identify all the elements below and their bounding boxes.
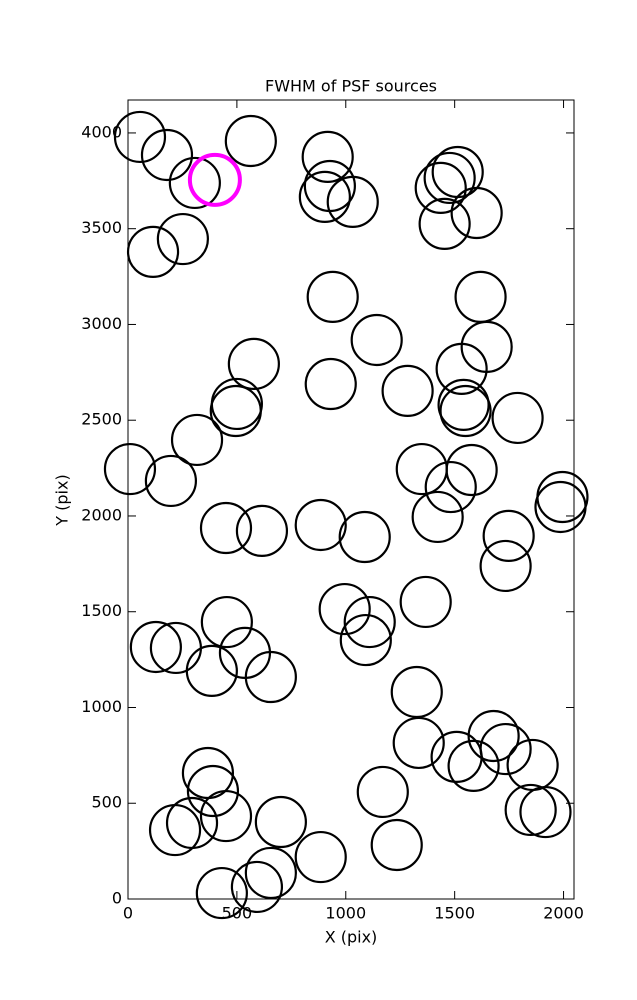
source-circle — [254, 795, 307, 849]
source-circle — [343, 595, 396, 649]
y-tick-label: 4000 — [81, 122, 122, 141]
source-circle — [482, 509, 535, 562]
y-tick-label: 3000 — [81, 314, 122, 333]
source-circle — [301, 130, 354, 183]
source-circle — [423, 151, 476, 205]
source-circle — [424, 460, 477, 514]
source-circle — [199, 501, 253, 555]
x-tick-label: 1000 — [325, 904, 366, 923]
x-tick-label: 2000 — [543, 904, 584, 923]
source-circle — [418, 197, 471, 251]
source-circle — [339, 613, 392, 667]
y-tick-label: 500 — [91, 793, 122, 812]
source-circle — [439, 384, 492, 438]
source-circle — [381, 364, 434, 418]
source-circle — [195, 866, 248, 920]
source-circle — [294, 830, 347, 884]
source-circle — [479, 722, 532, 776]
x-tick-label: 1500 — [434, 904, 475, 923]
source-circle — [170, 413, 224, 467]
y-tick-label: 2000 — [81, 505, 122, 524]
source-circle — [113, 110, 167, 164]
source-circle — [304, 357, 357, 411]
source-circle — [126, 225, 180, 278]
source-circle — [534, 480, 587, 534]
source-circle — [148, 803, 202, 857]
source-circle — [294, 498, 347, 552]
source-circle — [399, 575, 452, 629]
source-circle — [144, 454, 198, 508]
source-circle — [479, 539, 532, 593]
source-circle — [519, 785, 572, 839]
source-circle — [140, 128, 194, 182]
y-tick-label: 3500 — [81, 218, 122, 237]
source-circle — [447, 739, 500, 792]
source-circle — [467, 709, 520, 763]
source-circle — [185, 644, 238, 698]
source-circle — [338, 510, 391, 564]
source-circle — [224, 114, 277, 168]
source-circle — [504, 783, 557, 837]
source-circle — [435, 342, 488, 395]
source-circle — [390, 665, 443, 719]
source-circle — [306, 270, 359, 323]
source-circle — [536, 470, 589, 524]
source-circle — [318, 582, 371, 636]
plot-frame — [127, 99, 575, 900]
chart-title: FWHM of PSF sources — [265, 77, 437, 96]
source-circle — [437, 378, 490, 431]
source-circle — [506, 738, 559, 792]
source-circle — [395, 442, 448, 496]
source-circle — [103, 442, 157, 496]
source-circle — [392, 716, 445, 770]
y-tick-label: 0 — [112, 889, 122, 908]
source-circle — [356, 765, 409, 819]
source-circle — [199, 789, 253, 843]
source-circle — [491, 391, 544, 445]
source-circle — [227, 337, 280, 391]
source-circle — [370, 818, 423, 872]
source-circle — [411, 490, 464, 544]
source-circle — [186, 764, 240, 818]
source-circle — [445, 443, 498, 497]
source-circle — [244, 650, 297, 704]
source-circle — [244, 846, 297, 900]
source-circle — [235, 504, 289, 558]
source-circle — [414, 161, 467, 215]
source-circle — [454, 270, 507, 323]
source-circle — [156, 212, 209, 266]
y-tick-label: 1000 — [81, 697, 122, 716]
source-circle — [187, 152, 242, 207]
source-circle — [450, 186, 503, 240]
source-circle — [209, 384, 262, 438]
y-tick-label: 2500 — [81, 410, 122, 429]
y-tick-label: 1500 — [81, 601, 122, 620]
source-circle — [200, 595, 253, 649]
y-axis-label: Y (pix) — [53, 474, 72, 526]
source-circle — [326, 175, 379, 228]
source-circle — [298, 170, 351, 224]
source-circle — [350, 313, 403, 367]
x-axis-label: X (pix) — [325, 928, 378, 947]
source-circle — [129, 620, 182, 674]
source-circle — [168, 156, 221, 210]
source-circle — [230, 860, 284, 914]
x-tick-label: 0 — [123, 904, 133, 923]
